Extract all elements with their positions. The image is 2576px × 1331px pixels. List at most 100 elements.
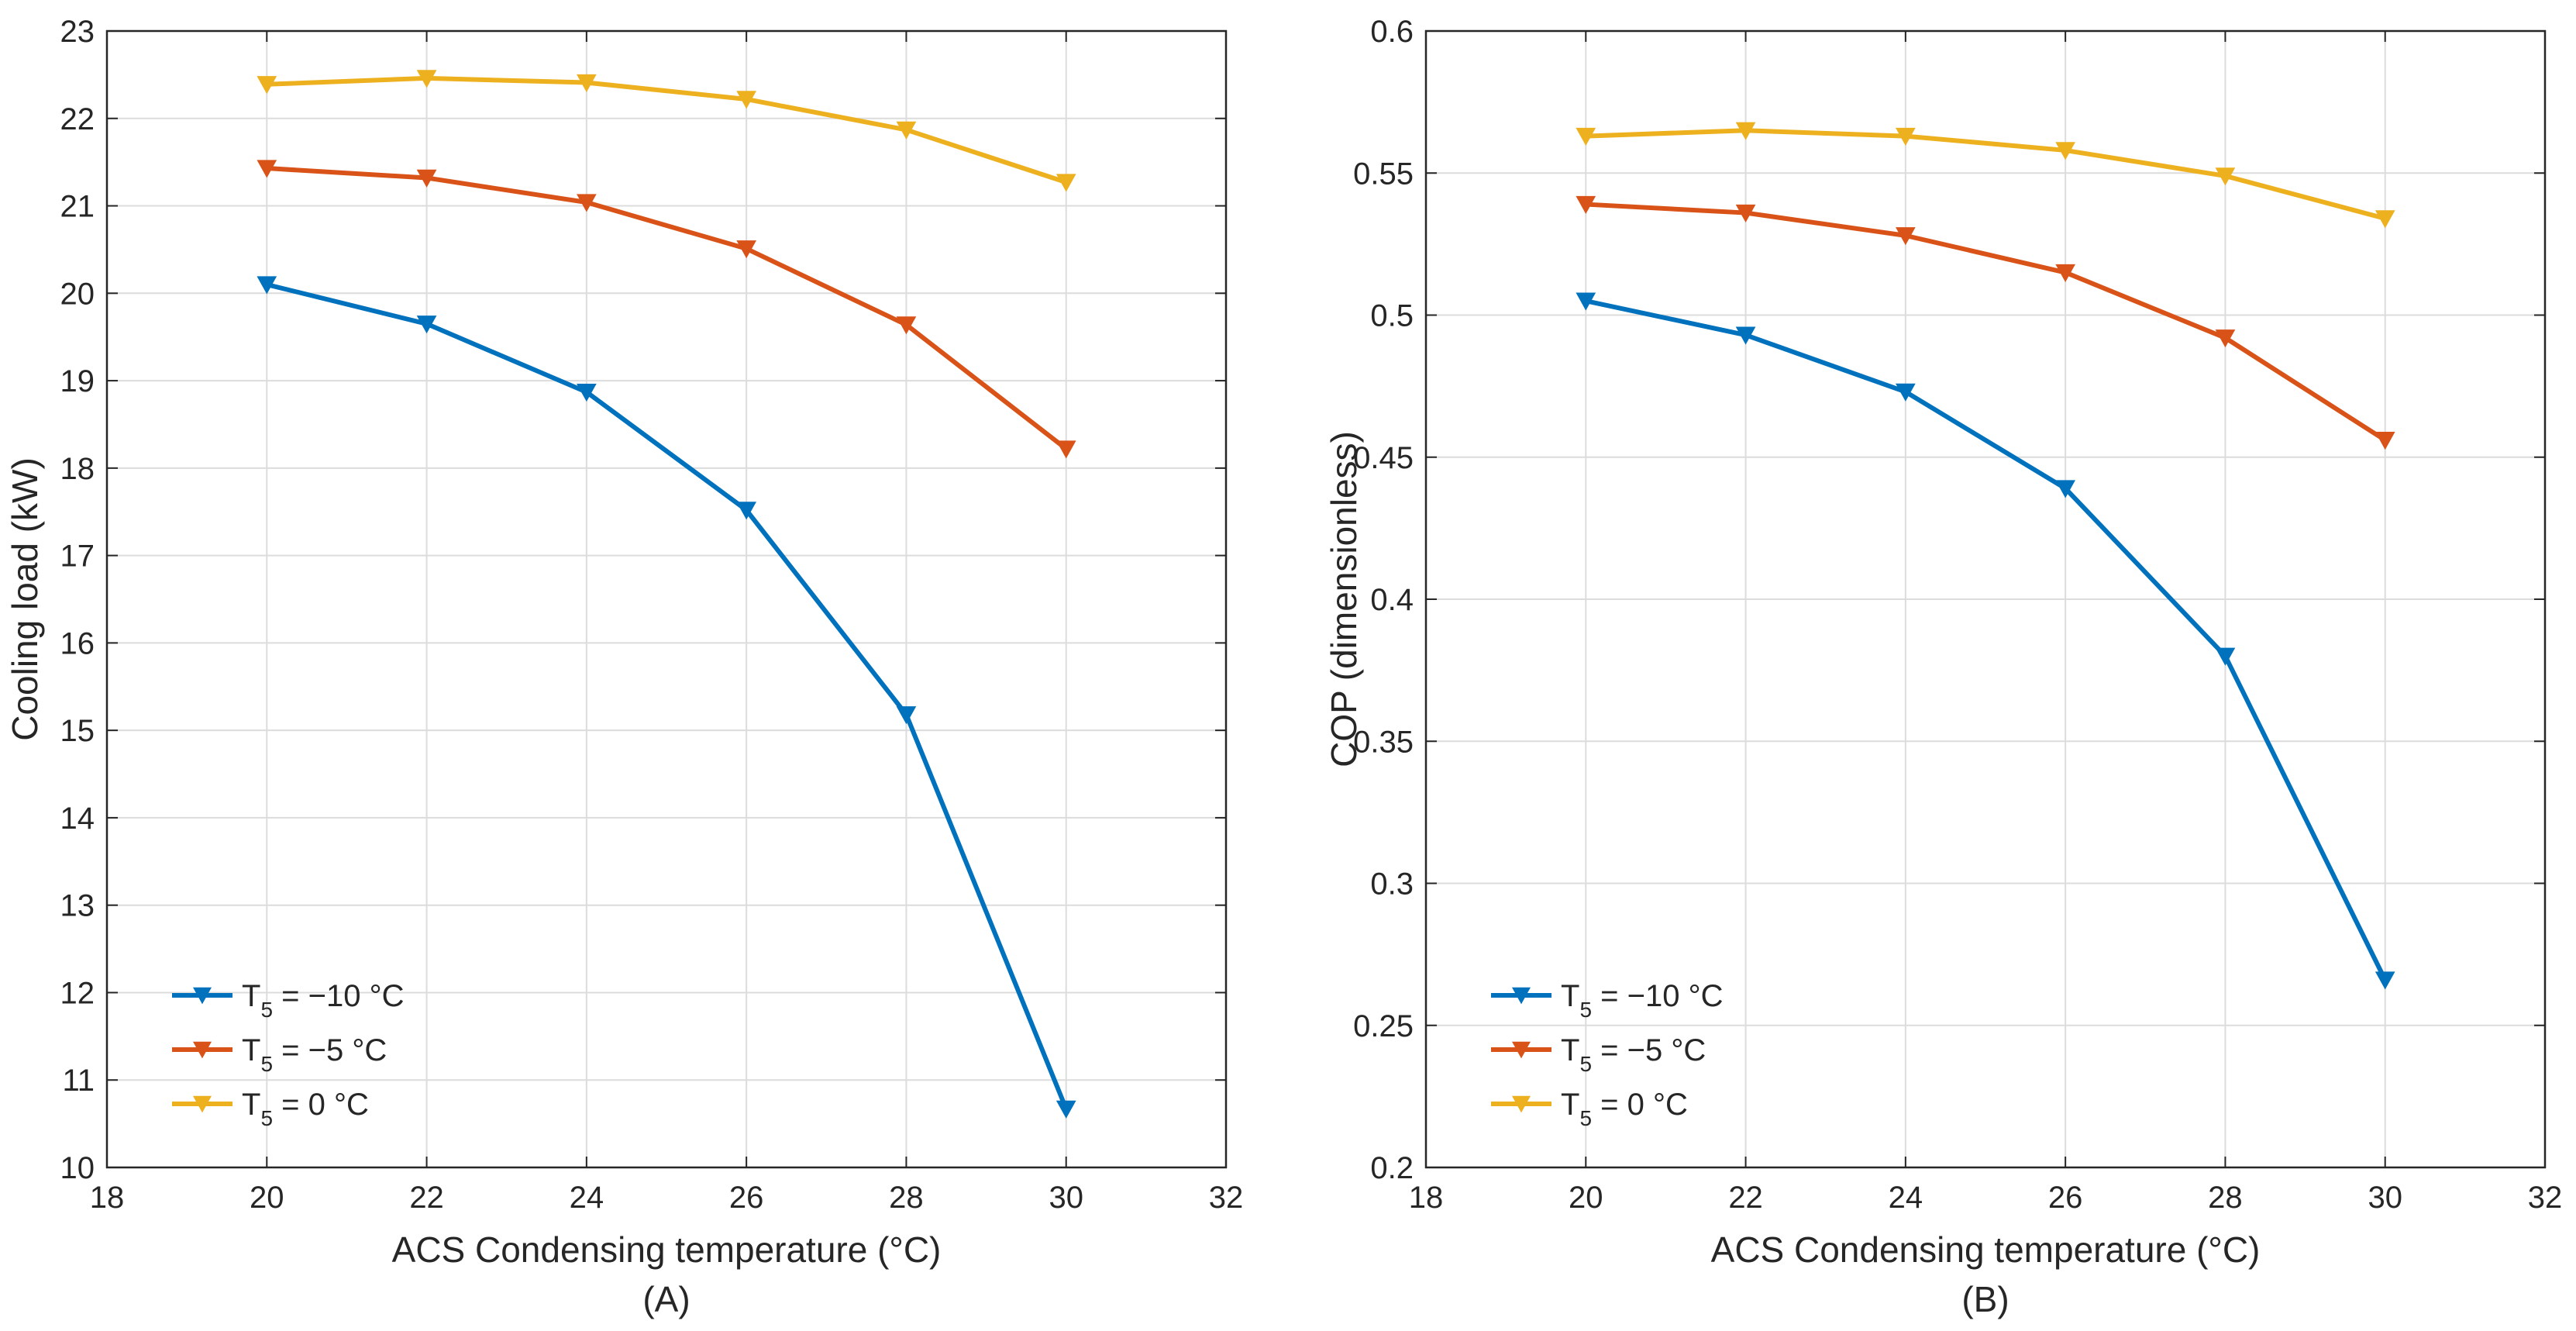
data-point — [896, 706, 917, 725]
legend-marker — [1512, 987, 1531, 1005]
data-point — [1896, 127, 1916, 147]
data-point — [1056, 440, 1076, 459]
legend-marker — [193, 1095, 212, 1113]
series-line — [1586, 202, 2387, 443]
series-a-2 — [257, 70, 1076, 192]
series-line — [1586, 128, 2386, 221]
data-point — [1735, 326, 1756, 345]
series-b-2 — [1576, 122, 2395, 229]
x-tick-label: 18 — [1409, 1181, 1444, 1215]
data-point — [736, 502, 756, 520]
x-tick-label: 24 — [1889, 1181, 1923, 1215]
y-tick-label: 10 — [60, 1151, 95, 1185]
legend-label: T5 = −5 °C — [1561, 1033, 1706, 1076]
legend-marker — [193, 987, 212, 1005]
chart-b-cop: 18 20 22 24 26 28 30 32 0.2 0.25 0.3 0.35 0.4 0.45 0.5… — [1324, 15, 2562, 1319]
data-point — [1896, 227, 1916, 246]
y-tick-label: 0.55 — [1353, 157, 1414, 191]
x-tick-label: 32 — [1209, 1181, 1244, 1215]
x-tick-label: 28 — [889, 1181, 924, 1215]
data-point — [2055, 480, 2075, 498]
y-tick-label: 12 — [60, 976, 95, 1010]
data-point — [1576, 292, 1596, 311]
y-axis-label: Cooling load (kW) — [5, 457, 45, 741]
chart-a-cooling-load: 18 20 22 24 26 28 30 32 10 11 12 13 14 15 16 17 18 19 20 21… — [5, 15, 1243, 1319]
data-point — [1056, 174, 1076, 192]
x-tick-label: 30 — [1049, 1181, 1083, 1215]
data-point — [416, 169, 437, 188]
series-line — [266, 282, 1069, 1110]
data-point — [416, 70, 437, 88]
data-point — [2375, 210, 2395, 229]
data-point — [577, 194, 597, 212]
y-tick-label: 0.2 — [1370, 1151, 1414, 1185]
legend-label: T5 = 0 °C — [1561, 1088, 1688, 1130]
data-point — [1576, 195, 1596, 214]
legend-marker — [1512, 1041, 1531, 1059]
data-point — [416, 316, 437, 334]
x-tick-label: 32 — [2528, 1181, 2563, 1215]
legend-a: T5 = −10 °C T5 = −5 °C T5 = 0 °C — [172, 979, 404, 1130]
data-point — [257, 276, 277, 295]
panel-label: (B) — [1961, 1279, 2009, 1319]
data-point — [2055, 142, 2075, 160]
y-tick-label: 0.5 — [1370, 299, 1414, 333]
legend-label: T5 = −10 °C — [242, 979, 404, 1022]
series-a-1 — [257, 160, 1076, 459]
data-point — [257, 160, 277, 178]
series-a-0 — [257, 276, 1076, 1119]
data-point — [577, 74, 597, 92]
y-tick-label: 18 — [60, 452, 95, 486]
y-tick-label: 0.25 — [1353, 1009, 1414, 1043]
y-tick-label: 20 — [60, 277, 95, 311]
data-point — [2375, 971, 2395, 990]
series-b-1 — [1576, 195, 2395, 450]
y-tick-label: 16 — [60, 626, 95, 660]
x-tick-label: 30 — [2368, 1181, 2402, 1215]
x-tick-label: 18 — [90, 1181, 125, 1215]
panel-label: (A) — [642, 1279, 690, 1319]
data-point — [736, 91, 756, 109]
y-tick-label: 23 — [60, 15, 95, 49]
legend-marker — [193, 1041, 212, 1059]
data-point — [896, 121, 917, 140]
x-tick-label: 20 — [1569, 1181, 1603, 1215]
data-point — [2215, 329, 2236, 348]
series-line — [1585, 298, 2388, 981]
x-tick-label: 26 — [729, 1181, 764, 1215]
y-tick-label: 17 — [60, 540, 95, 574]
y-tick-label: 15 — [60, 714, 95, 748]
axes-box-a — [105, 29, 1228, 1169]
series-b-0 — [1576, 292, 2395, 990]
x-axis-label: ACS Condensing temperature (°C) — [392, 1229, 942, 1270]
data-point — [896, 316, 917, 335]
y-tick-label: 11 — [62, 1064, 95, 1098]
y-tick-label: 13 — [60, 889, 95, 923]
data-point — [1735, 204, 1756, 222]
data-point — [577, 384, 597, 402]
data-point — [2055, 264, 2075, 282]
data-point — [1735, 122, 1756, 140]
legend-label: T5 = −10 °C — [1561, 979, 1723, 1022]
x-axis-label: ACS Condensing temperature (°C) — [1711, 1229, 2261, 1270]
y-tick-label: 19 — [60, 364, 95, 398]
legend-label: T5 = 0 °C — [242, 1088, 369, 1130]
data-point — [1056, 1100, 1076, 1119]
y-tick-label: 0.45 — [1353, 441, 1414, 475]
data-point — [1896, 383, 1916, 402]
legend-marker — [1512, 1095, 1531, 1113]
data-point — [2375, 432, 2395, 450]
series-line — [267, 75, 1067, 184]
y-tick-label: 0.35 — [1353, 725, 1414, 759]
y-tick-label: 0.3 — [1370, 867, 1414, 902]
y-axis-label: COP (dimensionless) — [1324, 431, 1364, 767]
y-tick-label: 14 — [60, 802, 95, 836]
x-tick-label: 24 — [570, 1181, 604, 1215]
x-tick-label: 20 — [250, 1181, 284, 1215]
y-tick-label: 0.6 — [1370, 15, 1414, 49]
legend-b: T5 = −10 °C T5 = −5 °C T5 = 0 °C — [1491, 979, 1723, 1130]
y-tick-label: 21 — [60, 190, 95, 224]
legend-label: T5 = −5 °C — [242, 1033, 387, 1076]
data-point — [2215, 647, 2236, 666]
